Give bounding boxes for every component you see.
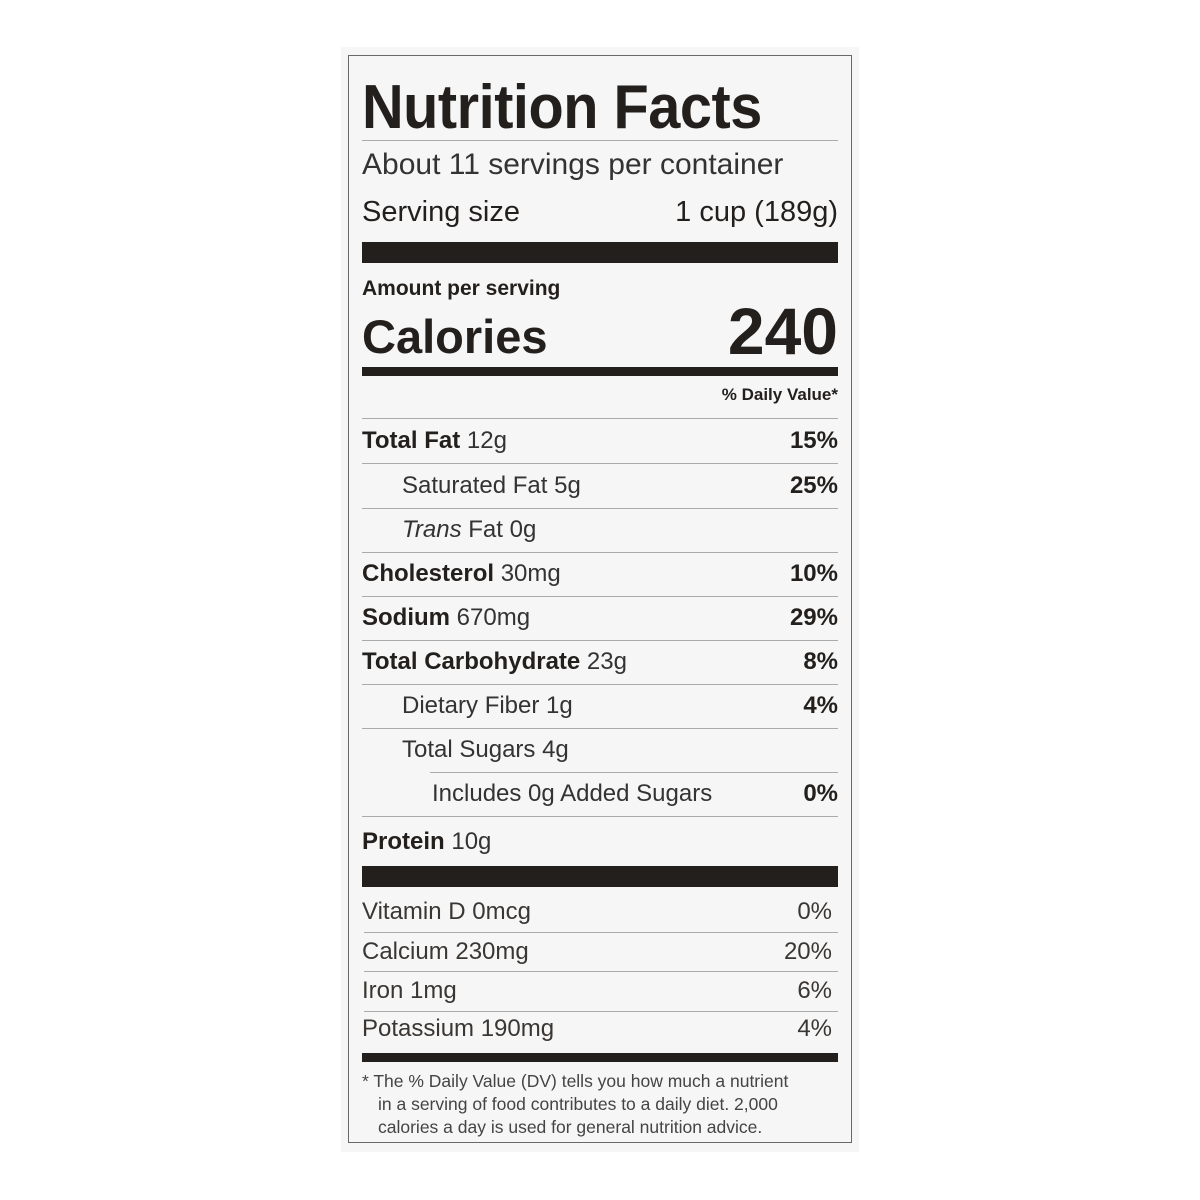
vitamin-dv: 6%: [797, 976, 832, 1004]
vitamin-dv: 4%: [797, 1014, 832, 1042]
vitamin-row-potassium: Potassium 190mg 4%: [362, 1009, 832, 1048]
nutrient-name: Trans: [402, 516, 462, 543]
footnote-line: in a serving of food contributes to a da…: [378, 1094, 778, 1114]
nutrient-row-saturated-fat: Saturated Fat 5g 25%: [362, 464, 838, 508]
nutrient-amount: 23g: [586, 648, 627, 675]
divider: [362, 140, 838, 141]
nutrient-row-total-carbohydrate: Total Carbohydrate 23g 8%: [362, 640, 838, 684]
vitamin-row-iron: Iron 1mg 6%: [362, 971, 832, 1010]
daily-value-header: % Daily Value*: [721, 385, 838, 404]
nutrient-row-sodium: Sodium 670mg 29%: [362, 596, 838, 640]
nutrient-name: Sodium: [362, 604, 450, 631]
nutrient-name-suffix: Fat: [468, 516, 503, 543]
nutrient-amount: 4g: [542, 736, 569, 763]
divider: [362, 684, 838, 685]
nutrient-row-trans-fat: Trans Fat 0g: [362, 508, 838, 552]
nutrient-row-protein: Protein 10g: [362, 820, 838, 864]
calories-value: 240: [727, 294, 838, 368]
nutrient-row-added-sugars: Includes 0g Added Sugars 0%: [362, 772, 838, 816]
serving-size-label: Serving size: [362, 196, 520, 228]
nutrient-dv: 15%: [789, 427, 838, 454]
footnote-line: * The % Daily Value (DV) tells you how m…: [362, 1071, 789, 1091]
nutrient-amount: 5g: [554, 472, 581, 499]
divider: [362, 728, 838, 729]
nutrient-dv: 8%: [803, 648, 838, 675]
vitamin-label: Calcium 230mg: [362, 937, 529, 965]
vitamin-label: Vitamin D 0mcg: [362, 897, 531, 925]
divider: [362, 640, 838, 641]
label-panel: [341, 47, 859, 1152]
divider: [430, 772, 838, 773]
divider: [362, 816, 838, 817]
nutrient-name: Total Sugars: [402, 736, 536, 763]
nutrient-amount: 670mg: [456, 604, 531, 631]
nutrient-name: Total Carbohydrate: [362, 648, 581, 675]
thick-bar: [362, 866, 838, 887]
nutrient-name: Saturated Fat: [402, 472, 548, 499]
divider: [364, 1011, 838, 1012]
thick-bar: [362, 242, 838, 263]
nutrient-row-dietary-fiber: Dietary Fiber 1g 4%: [362, 684, 838, 728]
nutrient-dv: 4%: [803, 692, 838, 719]
nutrient-name: Includes 0g Added Sugars: [432, 780, 713, 807]
amount-per-serving: Amount per serving: [362, 277, 561, 300]
serving-size-value: 1 cup (189g): [675, 196, 838, 228]
nutrient-name: Total Fat: [362, 427, 461, 454]
nutrient-dv: 29%: [789, 604, 838, 631]
vitamin-label: Iron 1mg: [362, 976, 457, 1004]
divider: [362, 552, 838, 553]
label-title: Nutrition Facts: [362, 73, 762, 142]
vitamin-dv: 0%: [797, 897, 832, 925]
divider: [362, 463, 838, 464]
nutrient-dv: 25%: [789, 472, 838, 499]
nutrient-name: Cholesterol: [362, 560, 495, 587]
nutrient-amount: 30mg: [500, 560, 561, 587]
vitamin-row-calcium: Calcium 230mg 20%: [362, 932, 832, 971]
nutrient-amount: 1g: [546, 692, 573, 719]
divider: [364, 971, 838, 972]
nutrient-amount: 10g: [451, 828, 492, 855]
divider: [362, 596, 838, 597]
medium-bar: [362, 1053, 838, 1062]
footnote: * The % Daily Value (DV) tells you how m…: [362, 1070, 838, 1139]
serving-size: Serving size 1 cup (189g): [362, 196, 838, 229]
nutrient-dv: 0%: [803, 780, 838, 807]
divider: [364, 932, 838, 933]
nutrient-amount: 12g: [466, 427, 507, 454]
nutrient-row-cholesterol: Cholesterol 30mg 10%: [362, 552, 838, 596]
divider: [362, 418, 838, 419]
nutrient-amount: 0g: [509, 516, 537, 543]
footnote-line: calories a day is used for general nutri…: [378, 1117, 763, 1137]
nutrient-dv: 10%: [789, 560, 838, 587]
nutrient-name: Protein: [362, 828, 445, 855]
vitamin-dv: 20%: [783, 937, 832, 965]
nutrient-row-total-fat: Total Fat 12g 15%: [362, 419, 838, 463]
vitamin-row-vitamin-d: Vitamin D 0mcg 0%: [362, 892, 832, 931]
medium-bar: [362, 367, 838, 376]
nutrient-name: Dietary Fiber: [402, 692, 540, 719]
divider: [362, 508, 838, 509]
nutrient-row-total-sugars: Total Sugars 4g: [362, 728, 838, 772]
label-border: [348, 55, 852, 1143]
calories-label: Calories: [362, 310, 548, 363]
calories-row: Calories 240: [362, 298, 838, 364]
servings-per-container: About 11 servings per container: [362, 148, 784, 181]
vitamin-label: Potassium 190mg: [362, 1014, 555, 1042]
